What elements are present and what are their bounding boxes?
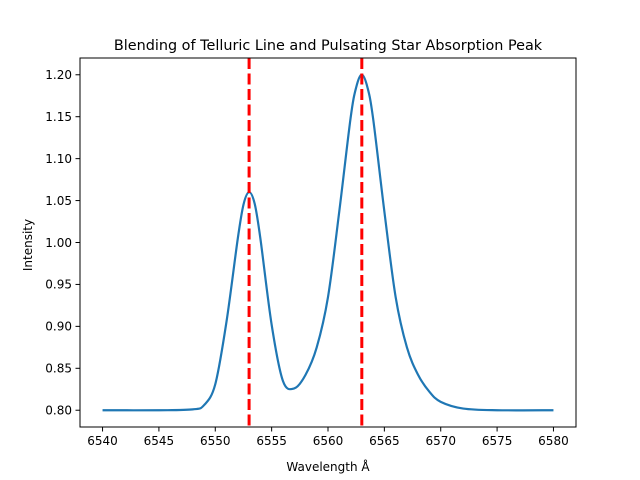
series-line-0 bbox=[102, 73, 554, 412]
x-tick-label: 6555 bbox=[256, 434, 287, 448]
y-tick-label: 1.20 bbox=[45, 68, 72, 82]
x-tick-label: 6550 bbox=[200, 434, 231, 448]
x-tick-label: 6545 bbox=[144, 434, 175, 448]
y-tick-label: 1.15 bbox=[45, 110, 72, 124]
x-tick-label: 6565 bbox=[369, 434, 400, 448]
x-tick-label: 6560 bbox=[313, 434, 344, 448]
x-tick-label: 6540 bbox=[87, 434, 118, 448]
y-tick-label: 1.10 bbox=[45, 152, 72, 166]
x-tick-label: 6570 bbox=[425, 434, 456, 448]
x-axis-label: Wavelength Å bbox=[286, 459, 370, 474]
y-tick-label: 1.05 bbox=[45, 194, 72, 208]
y-tick-label: 0.95 bbox=[45, 278, 72, 292]
y-tick-label: 0.80 bbox=[45, 404, 72, 418]
y-tick-label: 0.90 bbox=[45, 320, 72, 334]
y-tick-label: 0.85 bbox=[45, 362, 72, 376]
x-tick-label: 6575 bbox=[482, 434, 513, 448]
y-tick-label: 1.00 bbox=[45, 236, 72, 250]
x-tick-label: 6580 bbox=[538, 434, 569, 448]
chart-title: Blending of Telluric Line and Pulsating … bbox=[114, 38, 543, 54]
y-axis-label: Intensity bbox=[21, 219, 35, 271]
